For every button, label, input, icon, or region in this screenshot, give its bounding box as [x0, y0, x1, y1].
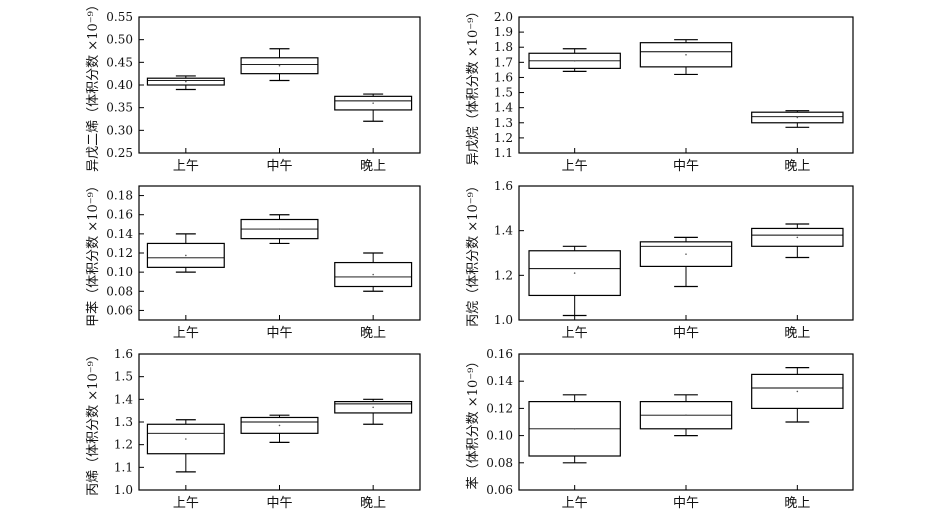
y-axis-label: 异戊烷（体积分数 ×10⁻⁹）: [466, 5, 481, 166]
y-tick-label: 1.0: [114, 483, 133, 497]
y-tick-label: 0.16: [486, 347, 513, 361]
y-axis-label: 丙烷（体积分数 ×10⁻⁹）: [466, 179, 481, 327]
y-axis-label: 丙烯（体积分数 ×10⁻⁹）: [86, 348, 101, 496]
x-tick-label: 上午: [562, 496, 588, 511]
mean-point: [278, 64, 281, 67]
chart-panel-6: 0.06 0.08 0.10 0.12 0.14 0.16 上午 中午 晚上 苯（体积分数 ×10…: [466, 347, 854, 511]
y-tick-label: 1.6: [494, 70, 513, 84]
mean-point: [685, 53, 687, 56]
x-tick-label: 中午: [266, 159, 292, 174]
x-tick-label: 中午: [266, 326, 292, 341]
y-tick-label: 1.1: [114, 460, 133, 474]
chart-panel-2: 1.11.21.31.41.5 1.61.71.81.92.0 上午 中午 晚上 异戊烷（…: [466, 5, 854, 174]
y-tick-label: 0.40: [106, 78, 133, 92]
chart-panel-5: 1.0 1.1 1.2 1.3 1.4 1.5 1.6 上午 中午 晚上 丙烯（体积分数 ×10⁻⁹…: [86, 347, 421, 511]
y-tick-label: 0.30: [106, 123, 133, 137]
mean-point: [185, 438, 187, 440]
y-tick-label: 0.50: [106, 33, 133, 47]
y-tick-label: 1.7: [494, 55, 513, 69]
y-tick-label: 0.35: [106, 101, 133, 115]
y-tick-label: 1.2: [494, 131, 513, 145]
y-tick-label: 0.12: [106, 246, 133, 260]
y-tick-label: 1.4: [494, 101, 513, 115]
mean-point: [685, 253, 687, 255]
y-tick-label: 0.45: [106, 55, 133, 69]
x-tick-label: 上午: [173, 496, 199, 511]
y-tick-label: 0.55: [106, 10, 133, 24]
mean-point: [372, 102, 374, 104]
y-tick-label: 1.6: [114, 347, 133, 361]
x-tick-label: 中午: [673, 326, 699, 341]
mean-point: [372, 406, 374, 409]
y-tick-label: 0.06: [106, 303, 133, 317]
y-tick-label: 1.4: [114, 392, 133, 406]
y-tick-label: 1.2: [114, 438, 133, 452]
mean-point: [372, 273, 374, 276]
y-axis-label: 甲苯（体积分数 ×10⁻⁹）: [86, 179, 101, 327]
y-tick-label: 2.0: [494, 10, 513, 24]
y-tick-label: 1.6: [494, 179, 513, 193]
y-tick-label: 1.1: [494, 146, 513, 160]
mean-point: [573, 272, 576, 274]
mean-point: [685, 414, 687, 417]
y-tick-label: 0.10: [486, 429, 513, 443]
mean-point: [796, 236, 799, 239]
mean-point: [573, 428, 576, 430]
y-tick-label: 0.10: [106, 265, 133, 279]
y-tick-label: 0.25: [106, 146, 133, 160]
y-tick-label: 1.3: [494, 116, 513, 130]
mean-point: [796, 116, 799, 119]
y-tick-label: 0.14: [486, 374, 513, 388]
mean-point: [573, 60, 576, 62]
mean-point: [796, 390, 799, 393]
x-tick-label: 晚上: [360, 496, 386, 511]
x-tick-label: 上午: [173, 159, 199, 174]
x-tick-label: 晚上: [784, 326, 810, 341]
y-tick-label: 0.08: [106, 284, 133, 298]
mean-point: [278, 424, 281, 427]
y-axis-label: 异戊二烯（体积分数 ×10⁻⁹）: [86, 0, 101, 172]
y-tick-label: 0.12: [486, 401, 513, 415]
y-tick-label: 1.8: [494, 40, 513, 54]
y-tick-label: 0.06: [486, 483, 513, 497]
chart-panel-4: 1.0 1.2 1.4 1.6 上午 中午 晚上 丙烷（体积分数 ×10⁻⁹）: [466, 179, 854, 341]
x-tick-label: 上午: [562, 159, 588, 174]
y-tick-label: 1.9: [494, 25, 513, 39]
y-tick-label: 0.08: [486, 456, 513, 470]
x-tick-label: 晚上: [360, 159, 386, 174]
x-tick-label: 晚上: [784, 496, 810, 511]
x-tick-label: 中午: [266, 496, 292, 511]
y-tick-label: 1.3: [114, 415, 133, 429]
x-tick-label: 上午: [173, 326, 199, 341]
chart-panel-1: 0.25 0.30 0.35 0.40 0.45 0.50 0.55 上午 中午 晚上 异戊二烯（体…: [86, 0, 421, 174]
y-tick-label: 1.0: [494, 313, 513, 327]
y-tick-label: 1.4: [494, 224, 513, 238]
y-tick-label: 0.14: [106, 227, 133, 241]
mean-point: [278, 228, 281, 230]
x-tick-label: 中午: [673, 496, 699, 511]
mean-point: [185, 254, 187, 257]
plot-frame: [518, 16, 854, 154]
x-tick-label: 上午: [562, 326, 588, 341]
y-tick-label: 1.5: [494, 86, 513, 100]
y-axis-label: 苯（体积分数 ×10⁻⁹）: [466, 355, 481, 490]
y-tick-label: 1.2: [494, 268, 513, 282]
y-tick-label: 0.16: [106, 208, 133, 222]
x-tick-label: 中午: [673, 159, 699, 174]
y-tick-label: 0.18: [106, 189, 133, 203]
x-tick-label: 晚上: [784, 159, 810, 174]
chart-panel-3: 0.06 0.08 0.10 0.12 0.14 0.16 0.18 上午 中午 晚上 甲苯（体积分…: [86, 179, 421, 341]
mean-point: [185, 80, 187, 83]
y-tick-label: 1.5: [114, 370, 133, 384]
x-tick-label: 晚上: [360, 326, 386, 341]
